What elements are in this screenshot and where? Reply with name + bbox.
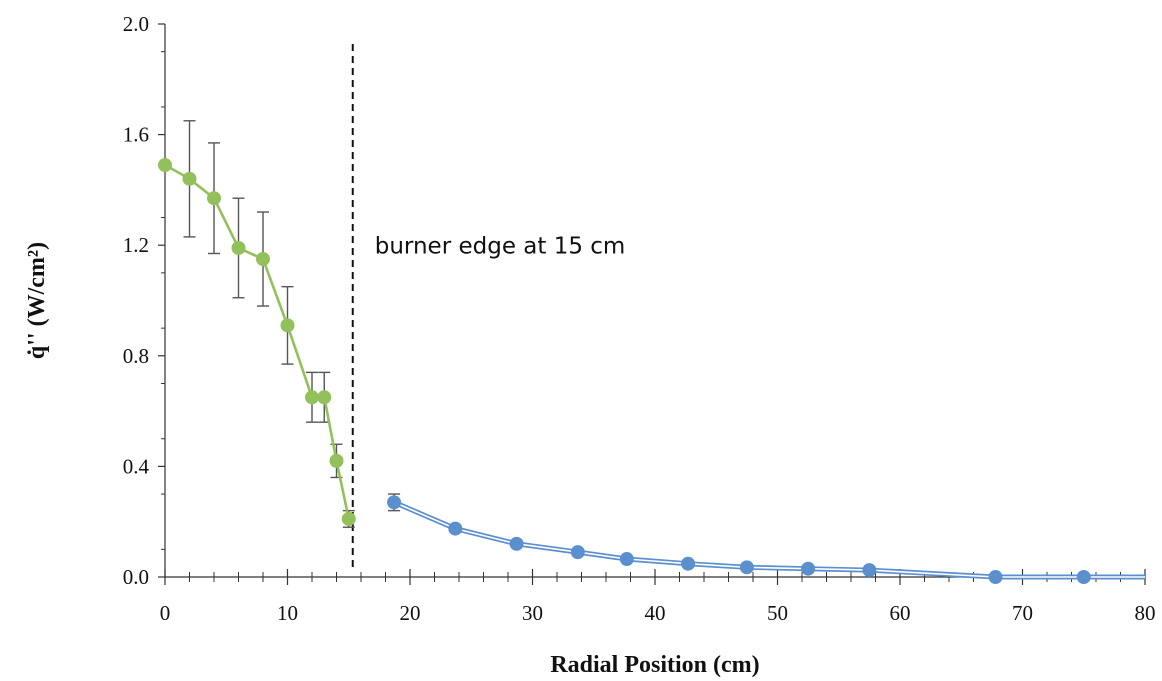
annotation-label: burner edge at 15 cm: [375, 233, 626, 259]
data-point: [341, 511, 356, 526]
axes-group: [158, 23, 1146, 585]
data-point: [509, 536, 524, 551]
data-point: [158, 158, 172, 173]
y-tick-label: 0.4: [123, 454, 150, 478]
series-line: [164, 163, 351, 520]
x-tick-label: 30: [522, 601, 543, 625]
data-point: [619, 552, 634, 567]
y-tick-label: 1.6: [123, 123, 149, 147]
data-point: [681, 556, 696, 571]
x-tick-label: 20: [400, 601, 421, 625]
x-tick-label: 10: [277, 601, 298, 625]
data-point: [231, 240, 246, 255]
y-tick-label: 0.0: [123, 565, 149, 589]
marks-group: [158, 44, 1145, 584]
data-point: [448, 521, 463, 536]
y-tick-label: 1.2: [123, 233, 149, 257]
y-axis-title: q̇'' (W/cm²): [24, 242, 50, 359]
data-point: [305, 390, 319, 405]
x-tick-label: 80: [1135, 601, 1156, 625]
data-point: [256, 252, 270, 267]
data-point: [317, 390, 332, 405]
data-point: [182, 171, 197, 186]
data-point: [329, 453, 344, 468]
x-tick-label: 70: [1012, 601, 1033, 625]
x-tick-label: 40: [645, 601, 666, 625]
y-tick-label: 2.0: [123, 12, 149, 36]
data-point: [739, 560, 754, 575]
x-tick-label: 60: [890, 601, 911, 625]
series-line: [393, 500, 1145, 580]
data-point: [988, 570, 1003, 584]
labels-group: 0.0 0.4 0.8 1.2 1.6 2.0 0 10 20 30 40 50 60 70 80 Radia…: [24, 12, 1156, 678]
y-tick-label: 0.8: [123, 344, 149, 368]
x-axis-title: Radial Position (cm): [550, 652, 759, 678]
data-point: [801, 561, 816, 576]
data-point: [1076, 570, 1091, 584]
x-tick-label: 50: [767, 601, 788, 625]
data-point: [570, 545, 585, 560]
data-point: [280, 318, 295, 333]
data-point: [387, 495, 402, 510]
data-point: [207, 191, 221, 206]
series-line-highlight: [393, 501, 1145, 578]
x-tick-label: 0: [160, 601, 171, 625]
data-point: [862, 563, 877, 578]
